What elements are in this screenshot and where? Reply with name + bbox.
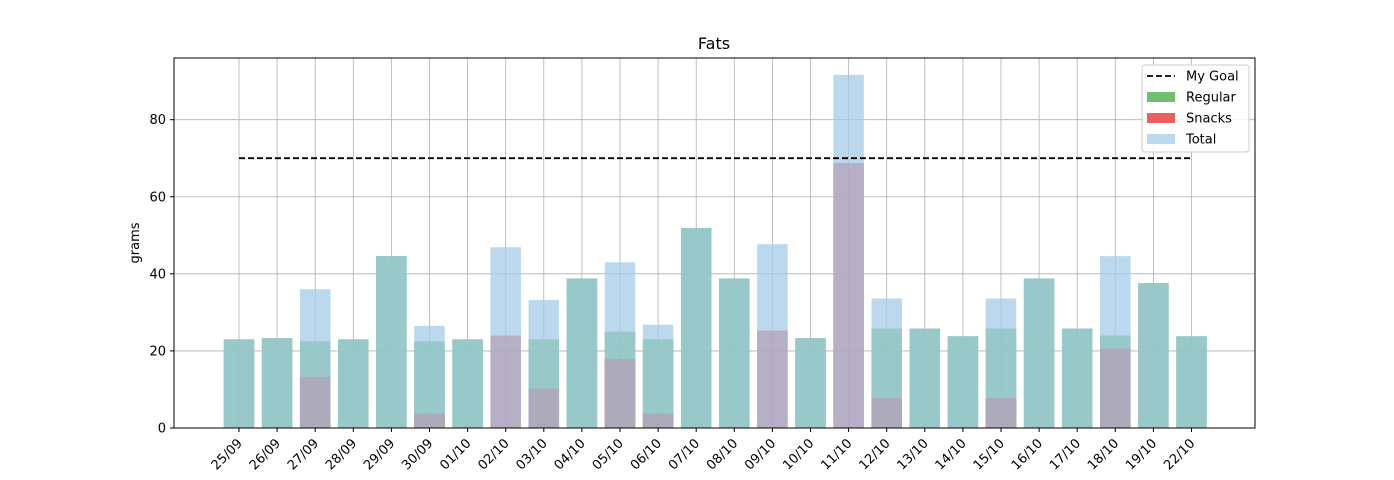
x-tick-label: 28/09 [323,436,360,473]
bar-total [680,227,712,428]
x-tick-label: 03/10 [514,436,551,473]
x-tick-label: 25/09 [209,436,246,473]
x-tick-label: 07/10 [666,436,703,473]
bar-total [223,339,255,428]
bar-total [452,339,483,428]
y-tick-label: 20 [149,344,166,359]
bar-total [1023,278,1055,428]
bar-total [490,247,521,428]
y-tick-label: 40 [149,267,166,282]
y-axis-ticks: 0 20 40 60 80 [149,113,174,437]
x-tick-label: 17/10 [1047,436,1084,473]
bar-total [719,278,750,428]
x-tick-label: 09/10 [742,436,779,473]
bar-total [909,328,941,428]
bar-total [528,300,560,428]
x-tick-label: 19/10 [1123,436,1160,473]
x-tick-label: 04/10 [552,436,589,473]
x-tick-label: 29/09 [361,436,398,473]
x-tick-label: 22/10 [1161,436,1198,473]
x-tick-label: 26/09 [247,436,284,473]
x-axis-ticks: 25/09 26/09 27/09 28/09 29/09 30/09 01/10 02/10… [209,428,1198,473]
chart-title: Fats [698,34,730,53]
bar-total [795,338,826,428]
x-tick-label: 27/09 [285,436,322,473]
bars [223,74,1207,429]
x-tick-label: 14/10 [933,436,970,473]
bar-total [566,278,598,428]
x-tick-label: 15/10 [971,436,1008,473]
legend-label: My Goal [1186,70,1239,85]
y-axis-label: grams [128,222,143,263]
legend-swatch-snacks [1147,113,1175,123]
bar-total [414,325,445,428]
x-tick-label: 30/09 [399,436,436,473]
bar-total [1061,328,1093,428]
x-tick-label: 10/10 [780,436,817,473]
bar-total [1100,256,1131,428]
bar-total [1138,283,1169,428]
legend-swatch-regular [1147,92,1175,102]
legend-swatch-total [1147,134,1175,144]
x-tick-label: 06/10 [628,436,665,473]
y-tick-label: 80 [149,113,166,128]
plot-frame [173,57,1256,429]
legend-label: Total [1185,133,1216,148]
x-tick-label: 01/10 [437,436,474,473]
legend: My Goal Regular Snacks Total [1141,64,1250,153]
y-tick-label: 60 [149,190,166,205]
bar-total [947,336,979,428]
legend-label: Snacks [1186,112,1232,127]
bar-total [757,244,788,428]
bar-total [1176,336,1207,428]
x-tick-label: 18/10 [1085,436,1122,473]
y-tick-label: 0 [158,422,166,437]
x-tick-label: 16/10 [1009,436,1046,473]
x-tick-label: 02/10 [475,436,512,473]
bar-total [376,256,407,428]
bar-total [871,298,902,428]
x-tick-label: 08/10 [704,436,741,473]
bar-total [261,338,293,428]
bar-total [338,339,369,428]
x-tick-label: 13/10 [895,436,932,473]
bar-total [299,289,331,428]
grid-lines [174,58,1255,429]
legend-box [1141,64,1250,153]
x-tick-label: 12/10 [856,436,893,473]
bar-total [833,74,864,428]
x-tick-label: 05/10 [590,436,627,473]
legend-label: Regular [1186,91,1237,106]
bar-total [604,262,636,428]
bar-total [985,298,1017,428]
x-tick-label: 11/10 [818,436,855,473]
bar-total [642,324,674,428]
